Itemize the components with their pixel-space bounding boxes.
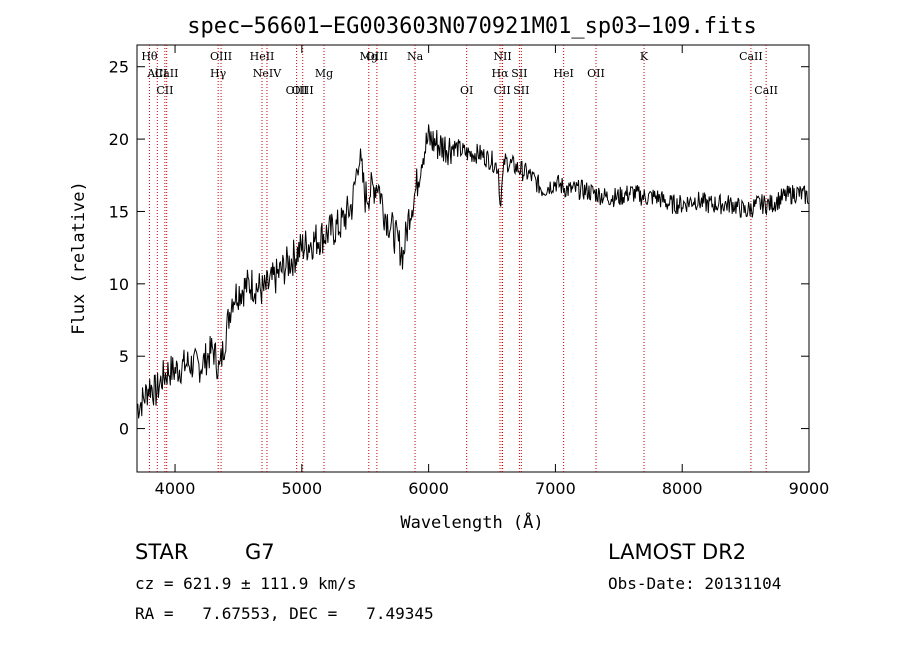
- survey-name: LAMOST DR2: [608, 540, 747, 564]
- redshift-velocity: cz = 621.9 ± 111.9 km/s: [135, 574, 357, 593]
- emission-line-labels: HθAlIICaIICIIOIIIHγHeIINeIVOIIIOIIIMgMgO…: [141, 50, 778, 97]
- line-label-21: HeI: [553, 67, 573, 80]
- emission-line-markers: [148, 45, 767, 472]
- x-tick-label-5: 9000: [789, 479, 830, 498]
- line-label-23: CaII: [739, 50, 763, 63]
- line-label-22: K: [640, 50, 649, 63]
- x-axis-ticks: 4000 5000 6000 7000 8000 9000: [155, 45, 830, 498]
- line-label-0: Hθ: [141, 50, 158, 63]
- line-label-14: OI: [460, 84, 473, 97]
- y-tick-label-0: 0: [119, 420, 129, 439]
- x-axis-label: Wavelength (Å): [400, 511, 543, 533]
- plot-frame: [136, 44, 810, 473]
- y-axis-label: Flux (relative): [69, 181, 89, 335]
- line-label-17: SII: [511, 67, 527, 80]
- line-label-24: CaII: [754, 84, 778, 97]
- line-label-3: CII: [156, 84, 173, 97]
- line-label-16: Hα: [491, 67, 509, 80]
- line-label-1: AlII: [146, 67, 167, 80]
- coordinates: RA = 7.67553, DEC = 7.49345: [135, 604, 434, 623]
- x-tick-label-4: 8000: [662, 479, 703, 498]
- y-tick-label-4: 20: [109, 130, 129, 149]
- x-tick-label-2: 6000: [408, 479, 449, 498]
- line-label-15: NII: [493, 50, 511, 63]
- line-label-6: HeII: [250, 50, 275, 63]
- line-label-13: Na: [407, 50, 424, 63]
- line-label-19: CII: [494, 84, 511, 97]
- spectrum-line: [136, 124, 809, 419]
- x-tick-label-3: 7000: [535, 479, 576, 498]
- observation-date: Obs-Date: 20131104: [608, 574, 782, 593]
- line-label-12: OIII: [366, 50, 388, 63]
- line-label-10: Mg: [315, 67, 333, 80]
- y-tick-label-5: 25: [109, 58, 129, 77]
- x-tick-label-0: 4000: [155, 479, 196, 498]
- line-label-9: OIII: [292, 84, 314, 97]
- object-subclass: G7: [245, 540, 275, 564]
- chart-title: spec−56601−EG003603N070921M01_sp03−109.f…: [187, 14, 757, 39]
- y-tick-label-2: 10: [109, 275, 129, 294]
- line-label-18: SII: [513, 84, 529, 97]
- object-class: STAR: [135, 540, 189, 564]
- line-label-2: CaII: [155, 67, 179, 80]
- line-label-20: OII: [587, 67, 605, 80]
- line-label-8: OIII: [286, 84, 308, 97]
- line-label-5: Hγ: [210, 67, 227, 80]
- y-tick-label-1: 5: [119, 347, 129, 366]
- line-label-4: OIII: [210, 50, 232, 63]
- y-tick-label-3: 15: [109, 202, 129, 221]
- line-label-11: Mg: [360, 50, 378, 63]
- line-label-7: NeIV: [253, 67, 282, 80]
- x-tick-label-1: 5000: [281, 479, 322, 498]
- y-axis-ticks: 0 5 10 15 20 25: [109, 58, 809, 439]
